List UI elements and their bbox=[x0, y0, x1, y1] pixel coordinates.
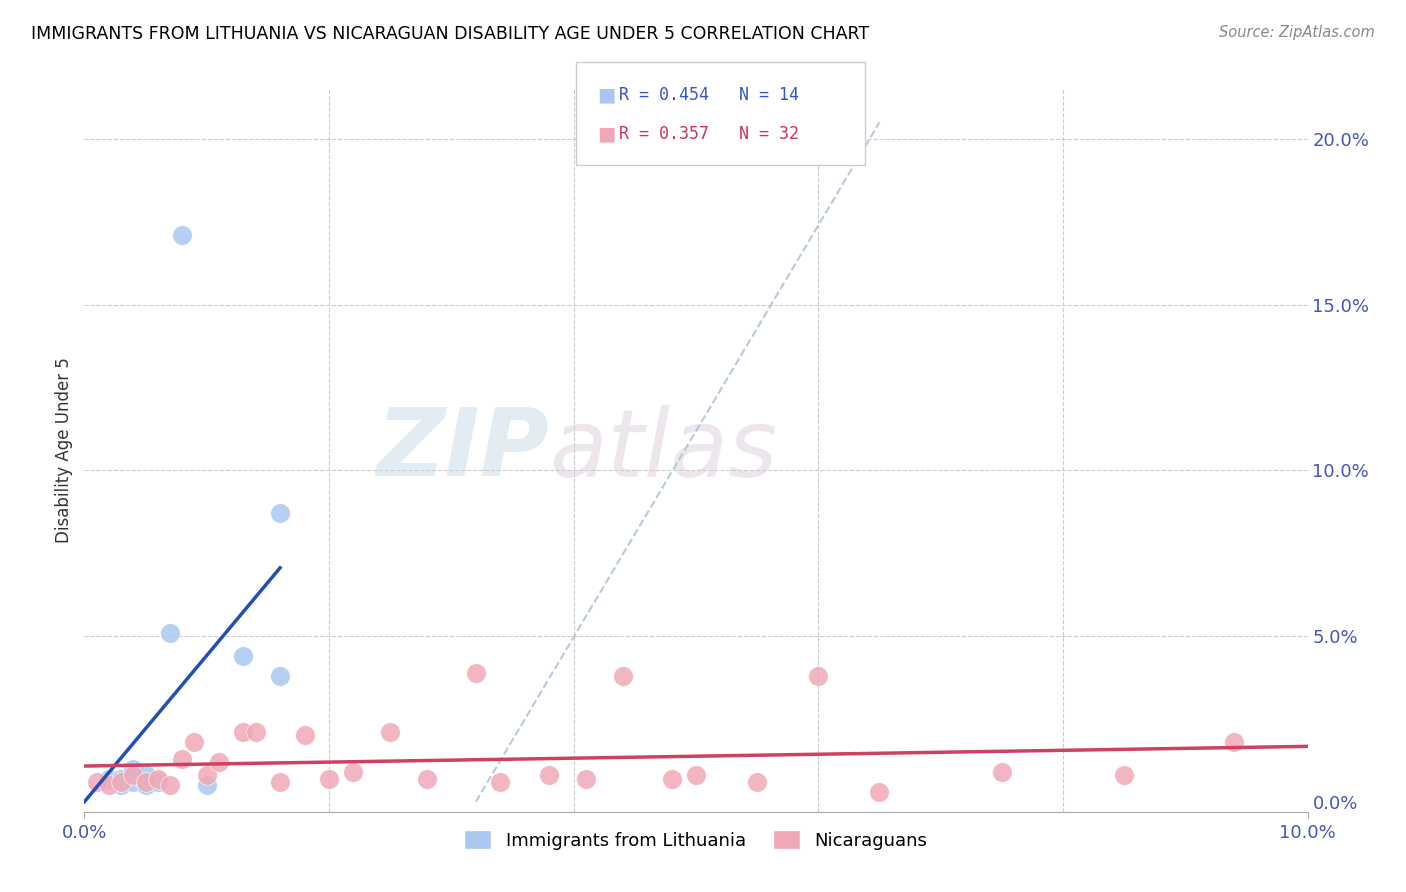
Point bbox=[122, 762, 145, 776]
Point bbox=[232, 648, 254, 663]
Point bbox=[110, 772, 132, 786]
Point bbox=[342, 764, 364, 779]
Point bbox=[661, 772, 683, 786]
Point bbox=[135, 778, 157, 792]
Point bbox=[1114, 768, 1136, 782]
Point bbox=[747, 775, 769, 789]
Point bbox=[122, 768, 145, 782]
Point bbox=[195, 778, 218, 792]
Point bbox=[122, 775, 145, 789]
Point bbox=[159, 778, 181, 792]
Point bbox=[172, 752, 194, 766]
Point bbox=[159, 625, 181, 640]
Point bbox=[146, 772, 169, 786]
Point bbox=[318, 772, 340, 786]
Point bbox=[172, 227, 194, 242]
Point bbox=[380, 725, 402, 739]
Point bbox=[97, 778, 120, 792]
Text: atlas: atlas bbox=[550, 405, 778, 496]
Point bbox=[135, 768, 157, 782]
Point bbox=[195, 768, 218, 782]
Point bbox=[416, 772, 439, 786]
Point bbox=[183, 735, 205, 749]
Point bbox=[991, 764, 1014, 779]
Text: Source: ZipAtlas.com: Source: ZipAtlas.com bbox=[1219, 25, 1375, 40]
Point bbox=[110, 775, 132, 789]
Point bbox=[146, 775, 169, 789]
Point bbox=[575, 772, 598, 786]
Point bbox=[612, 669, 634, 683]
Point bbox=[489, 775, 512, 789]
Point bbox=[245, 725, 267, 739]
Point bbox=[269, 507, 291, 521]
Point bbox=[269, 669, 291, 683]
Point bbox=[86, 775, 108, 789]
Text: IMMIGRANTS FROM LITHUANIA VS NICARAGUAN DISABILITY AGE UNDER 5 CORRELATION CHART: IMMIGRANTS FROM LITHUANIA VS NICARAGUAN … bbox=[31, 25, 869, 43]
Legend: Immigrants from Lithuania, Nicaraguans: Immigrants from Lithuania, Nicaraguans bbox=[457, 823, 935, 857]
Point bbox=[97, 772, 120, 786]
Point bbox=[294, 729, 316, 743]
Text: R = 0.357   N = 32: R = 0.357 N = 32 bbox=[619, 125, 799, 143]
Point bbox=[807, 669, 830, 683]
Point bbox=[869, 785, 891, 799]
Point bbox=[110, 778, 132, 792]
Point bbox=[269, 775, 291, 789]
Point bbox=[538, 768, 561, 782]
Point bbox=[685, 768, 707, 782]
Text: ■: ■ bbox=[598, 124, 616, 144]
Point bbox=[464, 665, 486, 680]
Text: ZIP: ZIP bbox=[377, 404, 550, 497]
Point bbox=[232, 725, 254, 739]
Point bbox=[1223, 735, 1246, 749]
Point bbox=[135, 775, 157, 789]
Y-axis label: Disability Age Under 5: Disability Age Under 5 bbox=[55, 358, 73, 543]
Point bbox=[208, 755, 231, 769]
Text: ■: ■ bbox=[598, 85, 616, 104]
Text: R = 0.454   N = 14: R = 0.454 N = 14 bbox=[619, 86, 799, 103]
